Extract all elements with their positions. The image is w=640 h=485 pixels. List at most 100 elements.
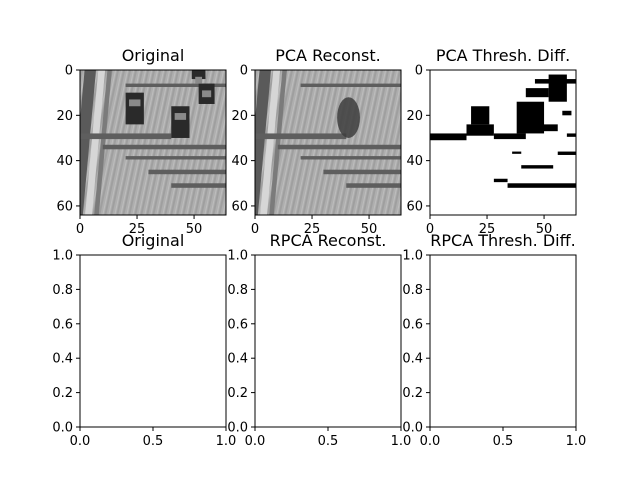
mask-blob <box>521 165 554 169</box>
shoulder-light-band <box>260 70 281 215</box>
subplot-2: PCA Reconst. 0 25 50 0 20 40 60 <box>231 46 402 237</box>
mask-blob <box>539 124 558 132</box>
road-shadow-bar <box>323 169 401 175</box>
y-tick-label: 0.8 <box>52 283 73 298</box>
axes-frame <box>429 69 577 216</box>
y-tick-label: 0.6 <box>402 317 423 332</box>
x-tick-label: 0 <box>426 222 434 237</box>
axes-frame <box>254 254 402 428</box>
x-tick-label: 0.5 <box>143 434 164 449</box>
car-window <box>202 90 212 98</box>
car-window <box>174 113 187 120</box>
y-tick-label: 20 <box>56 109 73 124</box>
y-tick-label: 60 <box>231 199 248 214</box>
y-tick-label: 0.2 <box>227 386 248 401</box>
axes-frame <box>429 254 577 428</box>
axes-frame <box>79 254 227 428</box>
y-tick-label: 0.0 <box>52 421 73 436</box>
road-shadow-bar <box>300 83 401 87</box>
subplot-content <box>255 70 401 215</box>
mask-blob <box>507 183 576 188</box>
x-tick-label: 0 <box>76 222 84 237</box>
x-tick-label: 0.5 <box>318 434 339 449</box>
subplot-title: RPCA Thresh. Diff. <box>430 231 575 250</box>
x-tick-label: 0.0 <box>420 434 441 449</box>
y-tick-label: 0 <box>65 64 73 79</box>
y-tick-label: 40 <box>56 154 73 169</box>
mask-blob <box>525 88 549 98</box>
subplot-4: Original 0.0 0.5 1.0 0.0 0.2 0.4 0.6 0.8 1.0 <box>52 231 236 449</box>
y-tick-label: 0.6 <box>52 317 73 332</box>
mask-blob <box>471 106 490 125</box>
x-tick-label: 0.0 <box>245 434 266 449</box>
car-body <box>125 92 144 125</box>
mask-blob <box>466 124 494 136</box>
y-tick-label: 0 <box>240 64 248 79</box>
x-tick-label: 50 <box>186 222 203 237</box>
mask-blob <box>557 151 576 155</box>
x-tick-label: 1.0 <box>216 434 237 449</box>
car-body <box>191 70 206 80</box>
x-tick-label: 0.5 <box>493 434 514 449</box>
y-tick-label: 1.0 <box>227 249 248 264</box>
y-tick-label: 0.2 <box>402 386 423 401</box>
x-tick-label: 25 <box>129 222 146 237</box>
subplot-content <box>430 70 576 215</box>
lane-edge-band <box>94 70 112 215</box>
y-tick-label: 0 <box>415 64 423 79</box>
lane-edge-band <box>269 70 287 215</box>
car-ghost <box>337 97 360 138</box>
y-tick-label: 1.0 <box>402 249 423 264</box>
mask-blob <box>566 133 576 137</box>
car-body <box>171 106 190 138</box>
road-shadow-bar <box>125 83 226 87</box>
y-tick-label: 20 <box>406 109 423 124</box>
x-tick-label: 50 <box>536 222 553 237</box>
y-tick-label: 60 <box>56 199 73 214</box>
mask-blob <box>548 74 567 102</box>
shoulder-dark-band <box>80 70 96 215</box>
y-tick-label: 1.0 <box>52 249 73 264</box>
x-tick-label: 0.0 <box>70 434 91 449</box>
road-shadow-bar <box>346 183 401 188</box>
shoulder-dark-band <box>255 70 271 215</box>
axes-frame <box>254 69 402 216</box>
shoulder-light-band <box>85 70 106 215</box>
road-shadow-bar <box>277 144 401 150</box>
mask-blob <box>512 151 522 154</box>
x-tick-label: 1.0 <box>566 434 587 449</box>
mask-blob <box>493 178 508 183</box>
subplot-title: Original <box>122 46 185 65</box>
subplot-1: Original 0 25 50 0 20 40 60 <box>56 46 227 237</box>
y-tick-label: 0.2 <box>52 386 73 401</box>
y-tick-label: 40 <box>406 154 423 169</box>
mask-blob <box>493 133 526 140</box>
car-window <box>195 76 203 84</box>
x-tick-label: 25 <box>304 222 321 237</box>
y-tick-label: 0.6 <box>227 317 248 332</box>
subplot-6: RPCA Thresh. Diff. 0.0 0.5 1.0 0.0 0.2 0.4 0.6 0… <box>402 231 586 449</box>
x-tick-label: 50 <box>361 222 378 237</box>
y-tick-label: 0.0 <box>402 421 423 436</box>
road-shadow-bar <box>125 156 226 160</box>
road-shadow-bar <box>171 183 226 188</box>
subplot-content <box>80 70 226 215</box>
x-tick-label: 1.0 <box>391 434 412 449</box>
x-tick-label: 0 <box>251 222 259 237</box>
axes-frame <box>79 69 227 216</box>
x-tick-label: 25 <box>479 222 496 237</box>
road-shadow-bar <box>255 133 347 140</box>
y-tick-label: 20 <box>231 109 248 124</box>
road-shadow-bar <box>102 144 226 150</box>
y-tick-label: 0.8 <box>227 283 248 298</box>
mask-blob <box>562 110 572 116</box>
y-tick-label: 60 <box>406 199 423 214</box>
subplot-title: PCA Reconst. <box>275 46 381 65</box>
y-tick-label: 0.0 <box>227 421 248 436</box>
y-tick-label: 0.4 <box>402 352 423 367</box>
y-tick-label: 0.4 <box>52 352 73 367</box>
mask-blob <box>430 133 467 141</box>
subplot-title: RPCA Reconst. <box>270 231 387 250</box>
